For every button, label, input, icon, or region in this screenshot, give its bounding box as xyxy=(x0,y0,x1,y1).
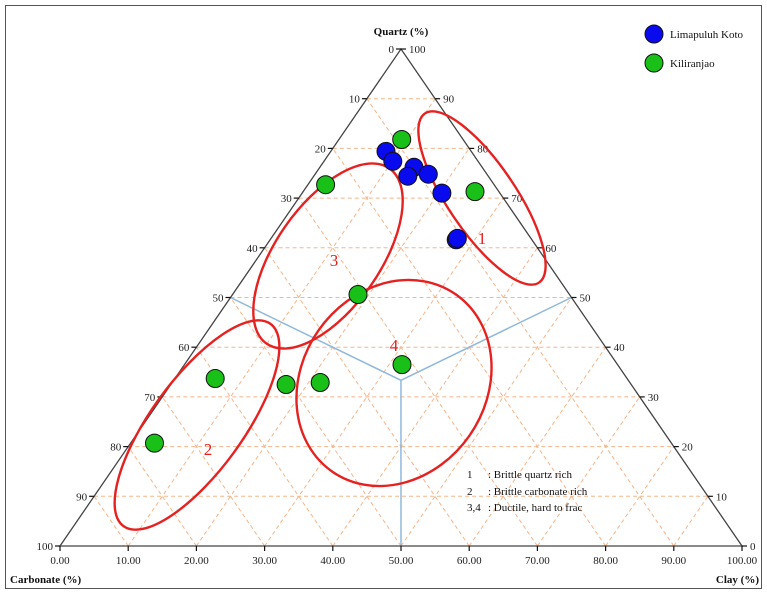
zone-ellipses: 1 2 3 4 xyxy=(113,110,547,531)
data-point-kiliranjao-5 xyxy=(392,355,412,375)
grid-line-clay-70 xyxy=(536,396,641,547)
grid-line-clay-80 xyxy=(605,446,675,547)
grid-line-carbonate-40 xyxy=(264,247,470,547)
data-point-limapuluh-koto-2 xyxy=(383,151,403,171)
left-tick-label-2: 20 xyxy=(315,143,327,155)
data-point-kiliranjao-2 xyxy=(465,182,485,202)
clay-axis-title: Clay (%) xyxy=(716,574,759,586)
tick-marks xyxy=(55,48,747,551)
left-tick-label-7: 70 xyxy=(144,392,156,404)
left-tick-label-3: 30 xyxy=(281,193,293,205)
zone-ellipse-1 xyxy=(417,110,547,286)
bottom-tick-label-1: 10.00 xyxy=(116,555,141,567)
left-tick-label-9: 90 xyxy=(76,491,88,503)
zone-label-1: 1 xyxy=(478,229,487,248)
left-tick-label-1: 10 xyxy=(349,94,361,106)
bottom-tick-label-6: 60.00 xyxy=(457,555,482,567)
bottom-tick-label-10: 100.00 xyxy=(727,555,758,567)
data-point-kiliranjao-3 xyxy=(316,175,336,195)
right-tick-label-4: 60 xyxy=(545,243,557,255)
data-point-limapuluh-koto-8 xyxy=(447,228,467,248)
right-tick-label-2: 80 xyxy=(477,143,489,155)
grid-line-carbonate-90 xyxy=(93,496,129,547)
legend-label-kiliranjao: Kiliranjao xyxy=(670,58,715,70)
note-text-3: : Ductile, hard to frac xyxy=(488,502,582,514)
data-point-kiliranjao-6 xyxy=(310,373,330,392)
legend-marker-limapuluh-koto xyxy=(644,24,664,44)
note-key-1: 1 xyxy=(467,469,473,481)
data-point-limapuluh-koto-4 xyxy=(398,166,418,186)
grid-line-carbonate-80 xyxy=(127,446,197,547)
bottom-tick-label-9: 90.00 xyxy=(661,555,686,567)
quartz-axis-title: Quartz (%) xyxy=(374,26,429,38)
left-tick-label-8: 80 xyxy=(110,442,122,454)
zone-label-4: 4 xyxy=(390,336,399,355)
left-tick-label-0: 0 xyxy=(389,44,395,56)
right-tick-label-0: 100 xyxy=(409,44,426,56)
legend-label-limapuluh-koto: Limapuluh Koto xyxy=(670,29,744,41)
zone-ellipse-4 xyxy=(295,278,493,488)
right-tick-label-6: 40 xyxy=(614,342,626,354)
grid-line-clay-90 xyxy=(673,496,709,547)
left-tick-label-6: 60 xyxy=(178,342,190,354)
carbonate-axis-title: Carbonate (%) xyxy=(10,574,82,586)
bottom-tick-label-5: 50.00 xyxy=(389,555,414,567)
data-point-kiliranjao-8 xyxy=(205,369,225,388)
data-point-limapuluh-koto-5 xyxy=(418,164,438,184)
bottom-tick-label-8: 80.00 xyxy=(593,555,618,567)
zone-label-2: 2 xyxy=(204,440,213,459)
right-tick-label-7: 30 xyxy=(648,392,660,404)
data-point-kiliranjao-7 xyxy=(276,375,296,394)
data-point-kiliranjao-4 xyxy=(348,285,368,304)
right-tick-label-1: 90 xyxy=(443,94,455,106)
left-tick-label-10: 100 xyxy=(37,541,54,553)
grid-line-clay-60 xyxy=(468,346,607,547)
left-tick-label-5: 50 xyxy=(213,293,225,305)
grid-line-clay-50 xyxy=(400,297,572,547)
grid-line-carbonate-70 xyxy=(161,396,266,547)
right-tick-label-9: 10 xyxy=(716,491,728,503)
legend: Limapuluh Koto Kiliranjao xyxy=(644,24,744,73)
zone-notes: 1 : Brittle quartz rich 2 : Brittle carb… xyxy=(467,469,588,514)
data-point-kiliranjao-1 xyxy=(392,130,412,149)
bottom-tick-label-7: 70.00 xyxy=(525,555,550,567)
chart-frame xyxy=(5,5,762,589)
bottom-tick-label-2: 20.00 xyxy=(184,555,209,567)
bottom-tick-label-4: 40.00 xyxy=(320,555,345,567)
legend-marker-kiliranjao xyxy=(644,53,664,73)
grid-line-carbonate-60 xyxy=(195,346,334,547)
note-key-3: 3,4 xyxy=(467,502,481,514)
data-point-kiliranjao-9 xyxy=(145,433,164,453)
note-key-2: 2 xyxy=(467,486,473,498)
note-text-1: : Brittle quartz rich xyxy=(488,469,572,481)
zone-label-3: 3 xyxy=(330,251,339,270)
data-point-limapuluh-koto-6 xyxy=(432,183,452,203)
grid-line-clay-40 xyxy=(332,247,538,547)
right-tick-label-5: 50 xyxy=(580,293,592,305)
right-tick-label-10: 0 xyxy=(750,541,756,553)
note-text-2: : Brittle carbonate rich xyxy=(488,486,588,498)
data-points xyxy=(145,130,485,453)
left-tick-label-4: 40 xyxy=(247,243,259,255)
right-tick-label-3: 70 xyxy=(511,193,523,205)
grid-line-carbonate-50 xyxy=(230,297,402,547)
bottom-tick-label-3: 30.00 xyxy=(252,555,277,567)
bottom-tick-label-0: 0.00 xyxy=(50,555,70,567)
zone-ellipse-2 xyxy=(113,319,281,531)
right-tick-label-8: 20 xyxy=(682,442,694,454)
